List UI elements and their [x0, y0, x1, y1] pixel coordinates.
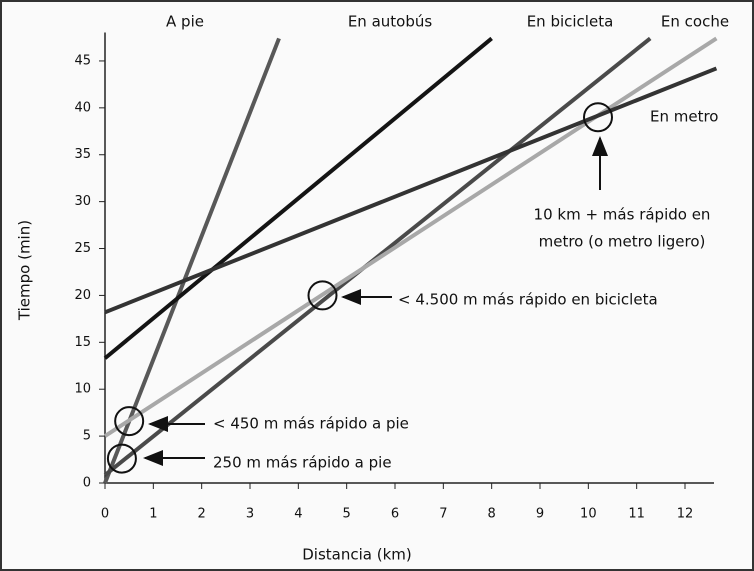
x-tick-label: 12 [677, 507, 694, 522]
series-label: En autobús [348, 13, 433, 31]
x-tick-label: 9 [536, 507, 544, 522]
x-tick-label: 6 [391, 507, 399, 522]
y-tick-label: 35 [74, 147, 91, 162]
x-tick-label: 10 [580, 507, 597, 522]
series-line [103, 36, 493, 360]
x-tick-label: 8 [488, 507, 496, 522]
x-tick-label: 2 [198, 507, 206, 522]
series-line [104, 66, 718, 315]
series-label: En coche [661, 13, 729, 31]
annotation-text: metro (o metro ligero) [539, 233, 706, 251]
y-tick-label: 10 [74, 382, 91, 397]
annotation-circle [307, 280, 338, 311]
annotation-text: < 450 m más rápido a pie [213, 415, 409, 433]
y-axis-label: Tiempo (min) [16, 220, 34, 321]
y-tick-label: 20 [74, 288, 91, 303]
annotation-text: < 4.500 m más rápido en bicicleta [398, 291, 658, 309]
series-label: En metro [650, 108, 719, 126]
series-line [103, 36, 718, 438]
x-tick-label: 0 [101, 507, 109, 522]
y-tick-label: 0 [83, 476, 91, 491]
annotation-text: 10 km + más rápido en [534, 206, 711, 224]
x-tick-label: 3 [246, 507, 254, 522]
y-tick-label: 30 [74, 194, 91, 209]
x-tick-label: 11 [628, 507, 645, 522]
x-tick-label: 4 [294, 507, 302, 522]
y-tick-label: 15 [74, 335, 91, 350]
x-tick-label: 1 [149, 507, 157, 522]
y-tick-label: 25 [74, 241, 91, 256]
series-label: En bicicleta [527, 13, 614, 31]
annotation-circle [114, 406, 145, 437]
x-axis-label: Distancia (km) [302, 546, 412, 564]
annotation-circle [106, 443, 137, 474]
x-tick-label: 5 [343, 507, 351, 522]
y-tick-label: 5 [83, 429, 91, 444]
annotation-circle [583, 102, 613, 133]
annotation-text: 250 m más rápido a pie [213, 454, 392, 472]
series-label: A pie [166, 13, 204, 31]
x-tick-label: 7 [439, 507, 447, 522]
y-tick-label: 45 [74, 53, 91, 68]
y-tick-label: 40 [74, 100, 91, 115]
